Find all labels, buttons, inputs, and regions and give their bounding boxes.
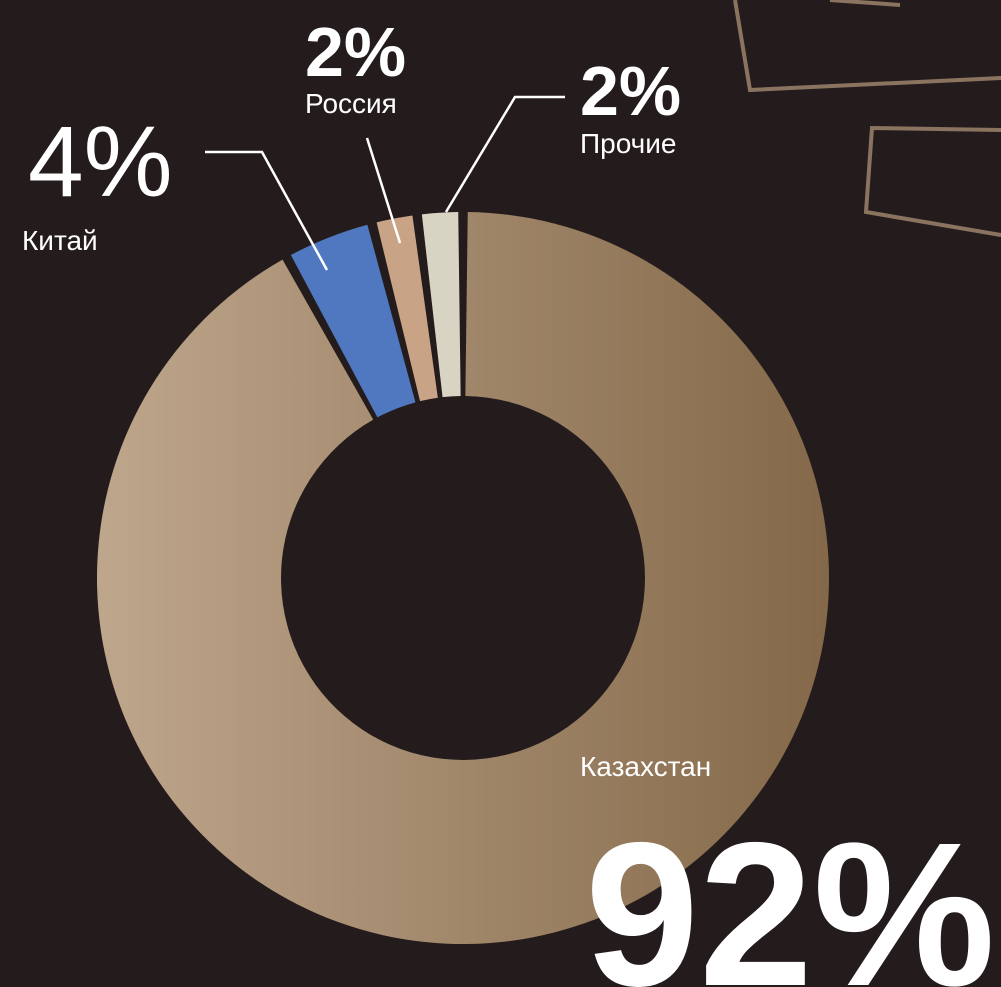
leader-line: [365, 137, 402, 244]
donut-segment: [290, 224, 416, 418]
leader-line: [444, 95, 565, 213]
donut-segment: [96, 212, 830, 944]
donut-segment: [376, 215, 438, 402]
value-label: 92%: [585, 800, 995, 987]
category-label: Прочие: [580, 128, 676, 159]
decoration: [863, 125, 1001, 237]
category-label: Китай: [22, 225, 98, 256]
donut-segment: [421, 212, 461, 398]
leader-line: [205, 150, 329, 271]
value-label: 2%: [580, 52, 681, 130]
category-label: Казахстан: [580, 751, 711, 782]
category-label: Россия: [305, 88, 397, 119]
value-label: 4%: [28, 106, 173, 218]
decoration: [733, 0, 1001, 93]
value-label: 2%: [305, 13, 406, 91]
